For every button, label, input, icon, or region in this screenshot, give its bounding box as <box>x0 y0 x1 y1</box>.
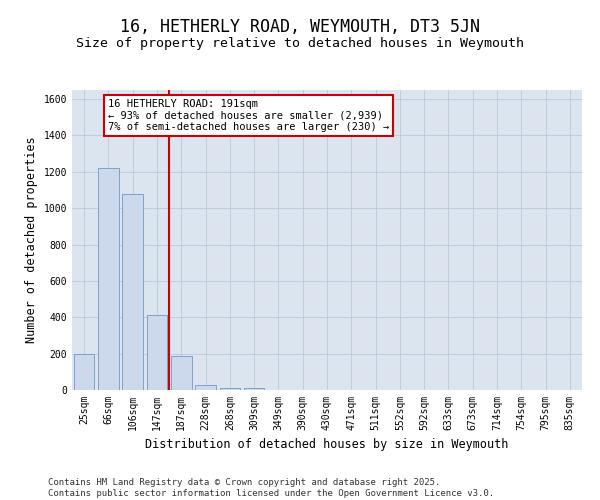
X-axis label: Distribution of detached houses by size in Weymouth: Distribution of detached houses by size … <box>145 438 509 452</box>
Bar <box>74 354 94 390</box>
Bar <box>220 388 240 390</box>
Y-axis label: Number of detached properties: Number of detached properties <box>25 136 38 344</box>
Text: 16 HETHERLY ROAD: 191sqm
← 93% of detached houses are smaller (2,939)
7% of semi: 16 HETHERLY ROAD: 191sqm ← 93% of detach… <box>108 99 389 132</box>
Bar <box>146 314 167 390</box>
Bar <box>122 194 143 390</box>
Bar <box>98 168 119 390</box>
Text: 16, HETHERLY ROAD, WEYMOUTH, DT3 5JN: 16, HETHERLY ROAD, WEYMOUTH, DT3 5JN <box>120 18 480 36</box>
Bar <box>195 384 216 390</box>
Bar <box>171 356 191 390</box>
Text: Size of property relative to detached houses in Weymouth: Size of property relative to detached ho… <box>76 38 524 51</box>
Text: Contains HM Land Registry data © Crown copyright and database right 2025.
Contai: Contains HM Land Registry data © Crown c… <box>48 478 494 498</box>
Bar <box>244 388 265 390</box>
